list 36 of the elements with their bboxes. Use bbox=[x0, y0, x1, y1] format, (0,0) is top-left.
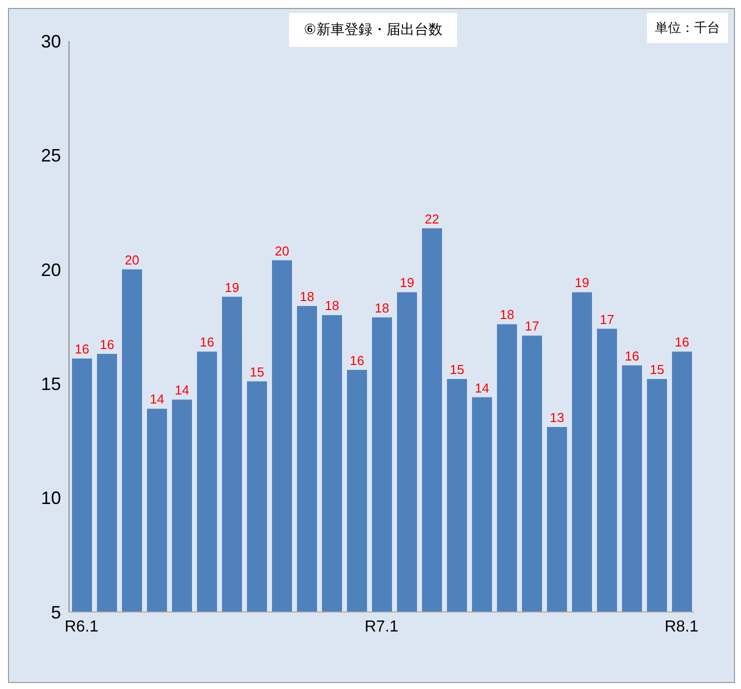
y-tick-label: 15 bbox=[40, 374, 61, 394]
y-tick-label: 10 bbox=[40, 488, 61, 508]
y-tick-label: 30 bbox=[40, 31, 61, 52]
data-label: 20 bbox=[124, 252, 140, 268]
data-label: 14 bbox=[174, 382, 190, 398]
data-label: 22 bbox=[424, 211, 440, 226]
data-label: 18 bbox=[300, 288, 314, 304]
x-tick-label: R8.1 bbox=[664, 618, 698, 636]
data-label: 18 bbox=[374, 300, 390, 316]
data-label: 15 bbox=[650, 362, 664, 378]
data-label: 20 bbox=[274, 243, 290, 258]
data-label: 14 bbox=[150, 392, 164, 407]
data-label: 16 bbox=[674, 334, 690, 350]
data-label: 19 bbox=[574, 275, 590, 290]
y-tick-label: 25 bbox=[40, 146, 61, 166]
data-label: 16 bbox=[350, 352, 364, 368]
data-label: 13 bbox=[550, 410, 564, 425]
data-label: 19 bbox=[400, 275, 414, 290]
y-tick-label: 20 bbox=[40, 260, 61, 280]
text: 単位：千台 bbox=[647, 13, 728, 43]
data-label: 16 bbox=[200, 334, 214, 350]
data-label: 15 bbox=[450, 362, 464, 378]
data-label: 16 bbox=[100, 336, 114, 352]
data-label: 17 bbox=[600, 312, 614, 327]
y-tick-label: 5 bbox=[50, 602, 61, 622]
data-label: 18 bbox=[324, 298, 340, 314]
x-tick-label: R6.1 bbox=[64, 618, 98, 636]
data-label: 18 bbox=[500, 307, 514, 322]
chart-title: ⑥新車登録・届出台数 bbox=[289, 13, 457, 47]
data-label: 14 bbox=[474, 380, 490, 396]
data-label: 16 bbox=[624, 348, 640, 364]
data-label: 16 bbox=[74, 341, 90, 356]
x-tick-label: R7.1 bbox=[364, 618, 398, 636]
data-label: 19 bbox=[224, 280, 240, 295]
data-label: 15 bbox=[250, 364, 264, 380]
data-label: 17 bbox=[524, 318, 540, 334]
